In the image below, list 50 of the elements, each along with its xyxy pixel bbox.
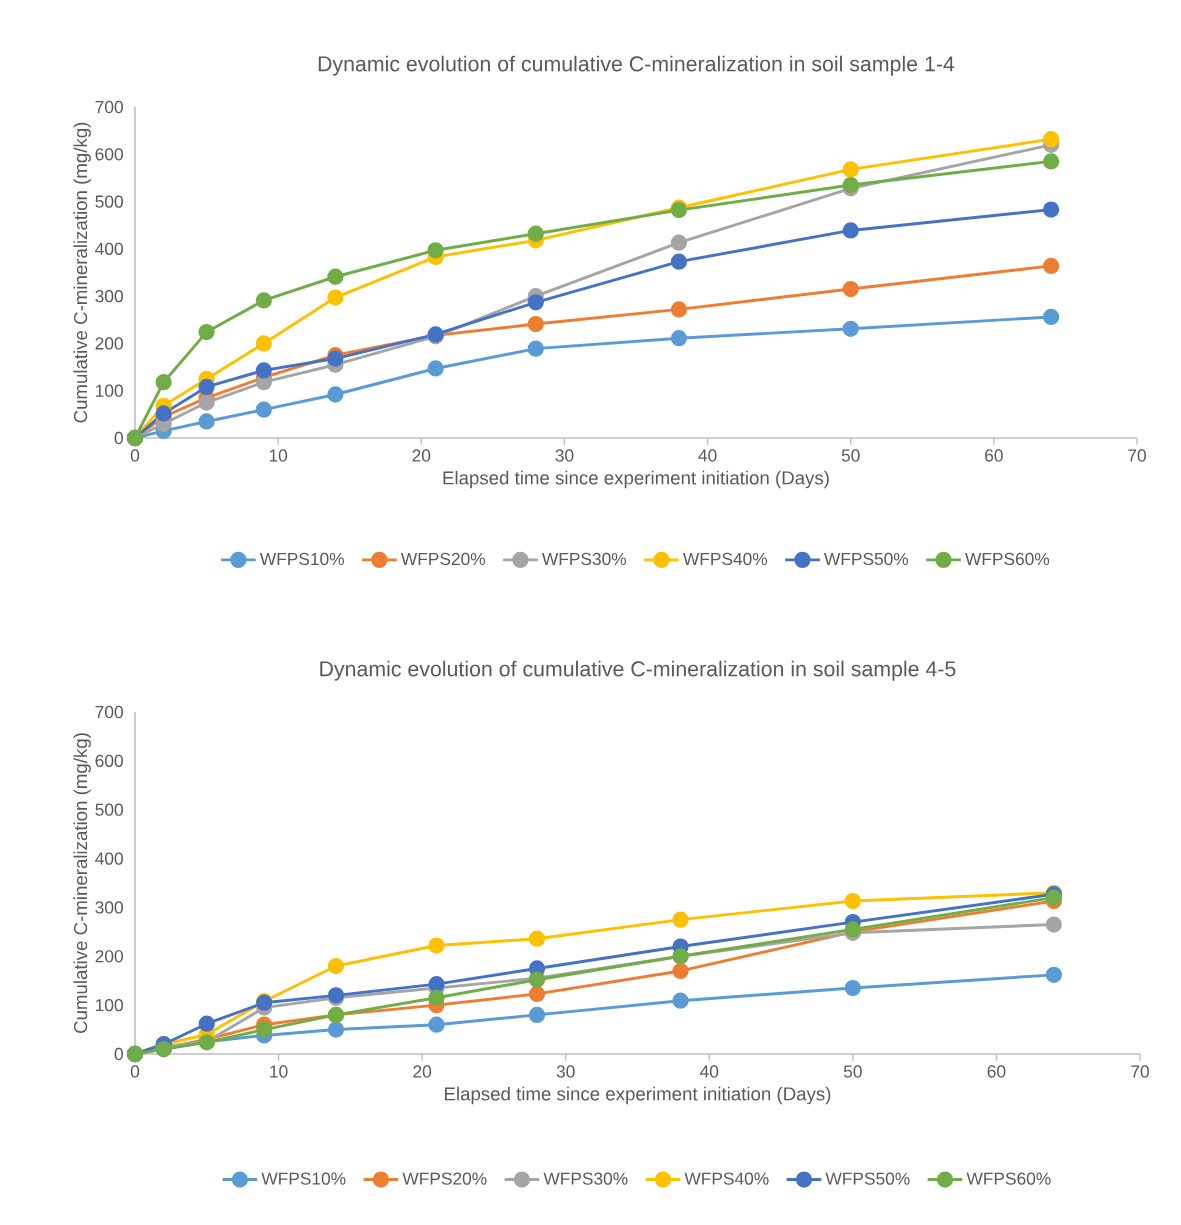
- x-tick-label: 40: [700, 1065, 719, 1078]
- legend-label: WFPS40%: [683, 552, 768, 566]
- legend-label: WFPS20%: [402, 1172, 487, 1185]
- legend-label: WFPS40%: [684, 1172, 769, 1185]
- legend-label: WFPS30%: [543, 1172, 628, 1185]
- x-tick-label: 50: [843, 1065, 862, 1078]
- y-tick-label: 200: [95, 950, 123, 963]
- x-tick-label: 20: [412, 449, 431, 462]
- chart-title: Dynamic evolution of cumulative C-mineralization in soil sample 1-4: [318, 55, 955, 76]
- x-axis-title: Elapsed time since experiment initiation (Days): [443, 470, 829, 489]
- y-tick-label: 100: [96, 384, 123, 397]
- legend-label: WFPS10%: [259, 552, 344, 566]
- x-tick-label: 40: [698, 449, 717, 462]
- x-tick-label: 50: [841, 449, 860, 462]
- legend-label: WFPS50%: [824, 552, 909, 566]
- y-tick-label: 600: [95, 148, 123, 161]
- y-tick-label: 700: [95, 100, 123, 114]
- legend-label: WFPS30%: [541, 552, 627, 566]
- y-tick-label: 500: [95, 195, 123, 208]
- y-tick-label: 200: [95, 337, 123, 350]
- x-tick-label: 70: [1128, 449, 1146, 462]
- x-tick-label: 10: [270, 1065, 288, 1078]
- x-tick-label: 30: [555, 449, 574, 462]
- legend-label: WFPS50%: [825, 1172, 910, 1185]
- y-tick-label: 100: [96, 999, 123, 1012]
- x-tick-label: 20: [413, 1065, 432, 1078]
- y-tick-label: 300: [95, 901, 123, 914]
- y-tick-label: 0: [114, 1047, 123, 1061]
- y-tick-label: 500: [95, 803, 123, 816]
- y-tick-label: 0: [114, 431, 123, 445]
- y-tick-label: 300: [95, 290, 123, 303]
- legend-label: WFPS20%: [400, 552, 486, 566]
- legend-label: WFPS60%: [965, 552, 1050, 566]
- x-tick-label: 0: [130, 449, 140, 462]
- y-tick-label: 700: [95, 705, 123, 719]
- y-axis-title: Cumulative C-mineralization (mg/kg): [73, 122, 91, 423]
- legend-label: WFPS60%: [966, 1172, 1051, 1185]
- x-tick-label: 10: [269, 449, 288, 462]
- x-tick-label: 70: [1131, 1065, 1149, 1078]
- x-tick-label: 60: [985, 449, 1003, 462]
- y-tick-label: 600: [95, 754, 123, 767]
- y-tick-label: 400: [95, 852, 123, 865]
- y-tick-label: 400: [95, 242, 123, 255]
- x-tick-label: 60: [987, 1065, 1006, 1078]
- chart-title: Dynamic evolution of cumulative C-mineralization in soil sample 4-5: [320, 660, 956, 681]
- x-tick-label: 30: [556, 1065, 575, 1078]
- legend-label: WFPS10%: [261, 1172, 346, 1185]
- y-axis-title: Cumulative C-mineralization (mg/kg): [73, 733, 91, 1033]
- x-axis-title: Elapsed time since experiment initiation (Days): [445, 1086, 831, 1105]
- x-tick-label: 0: [130, 1065, 140, 1078]
